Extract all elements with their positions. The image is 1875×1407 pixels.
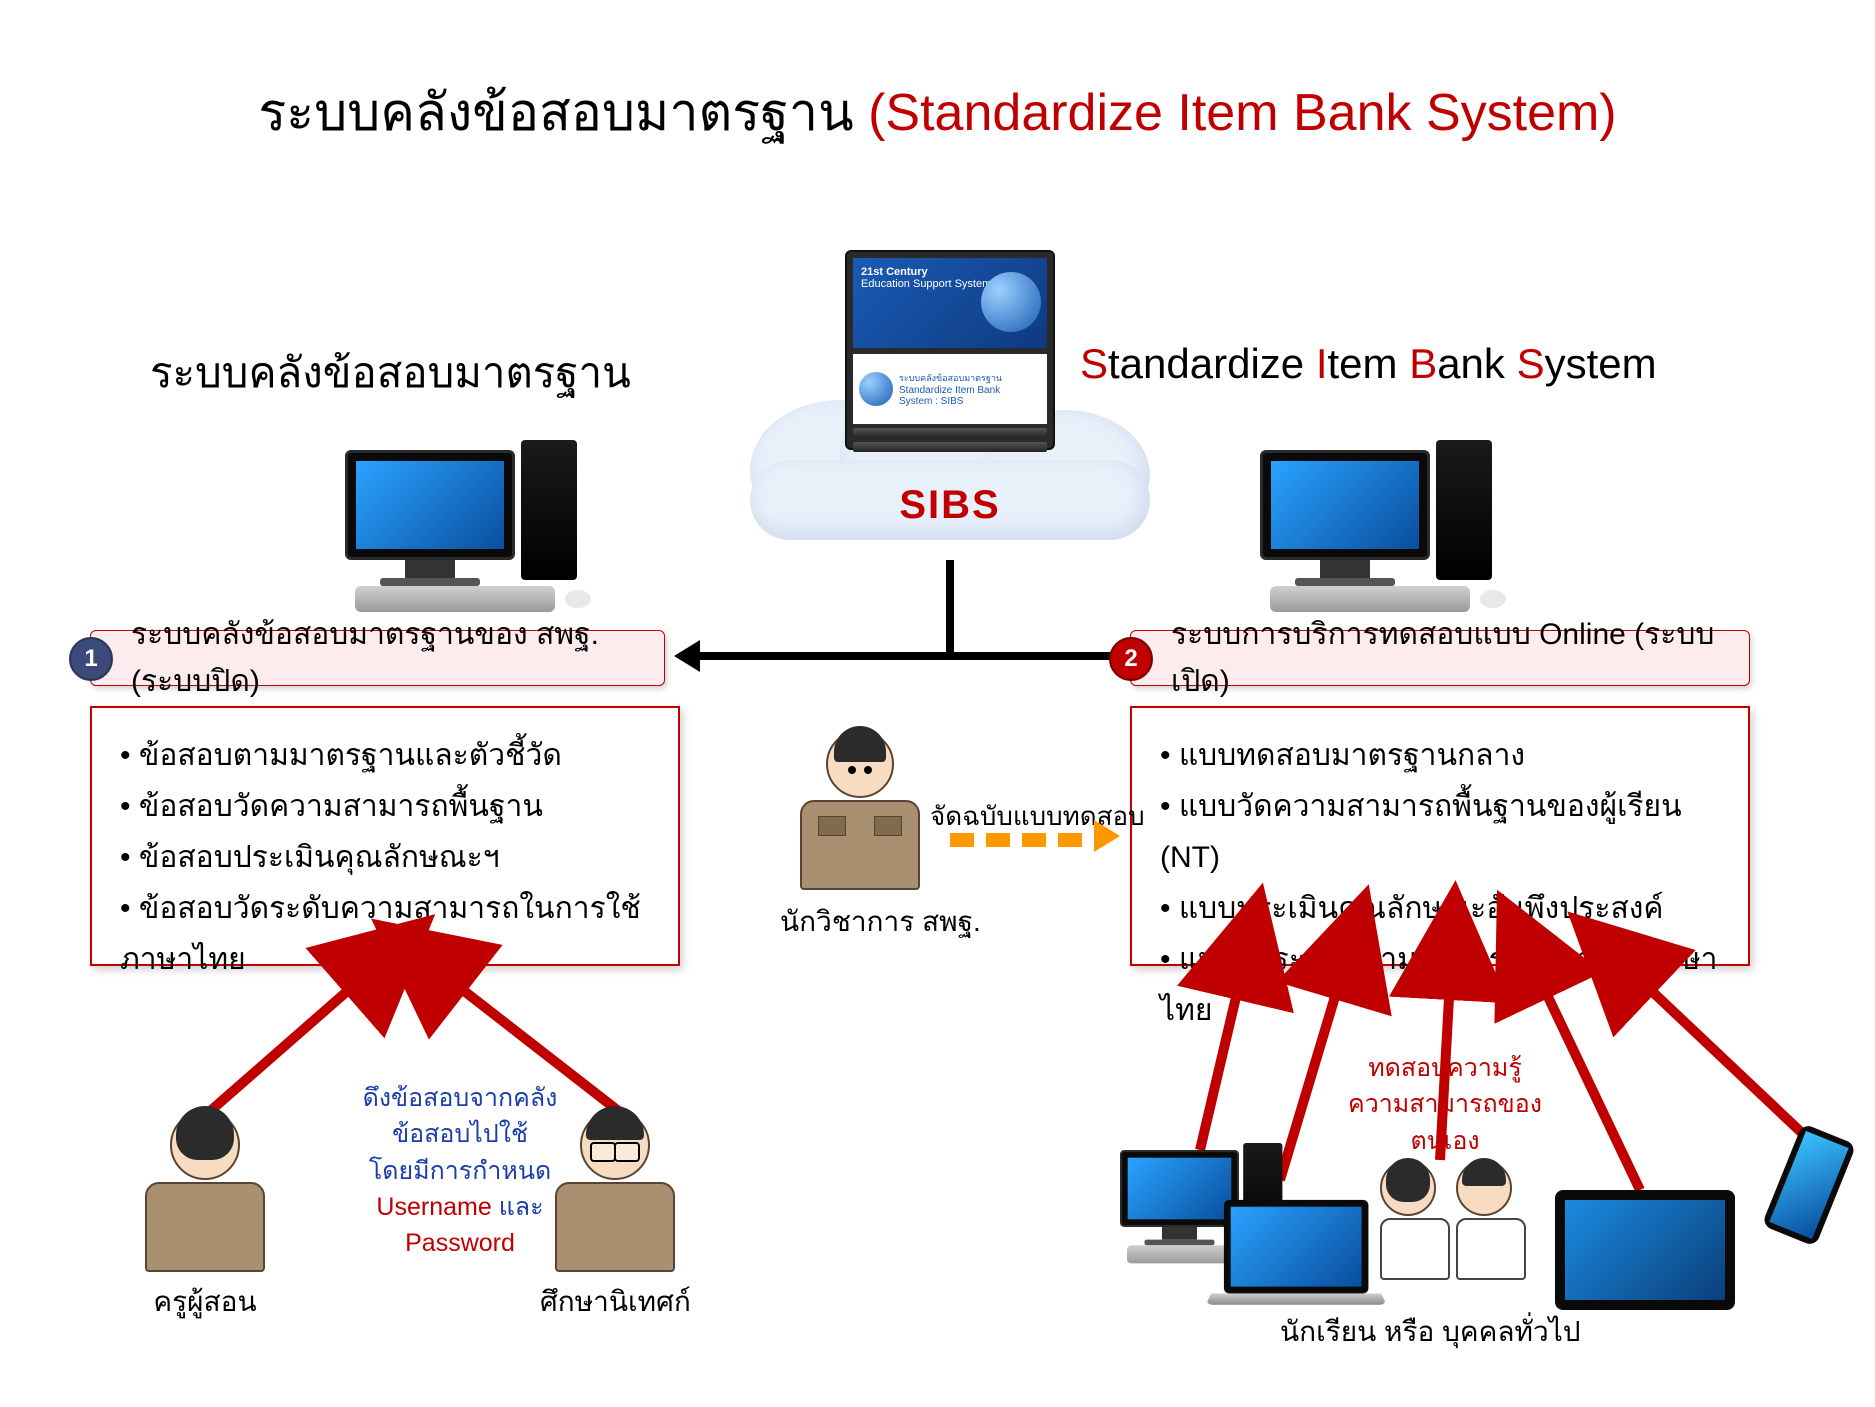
cloud-server-icon: 21st Century Education Support Systems ร…: [750, 250, 1150, 580]
system2-item: แบบทดสอบมาตรฐานกลาง: [1160, 730, 1720, 781]
phone-icon: [1780, 1130, 1838, 1240]
system1-box: ข้อสอบตามมาตรฐานและตัวชี้วัด ข้อสอบวัดคว…: [90, 706, 680, 966]
system2-header-text: ระบบการบริการทดสอบแบบ Online (ระบบเปิด): [1171, 611, 1735, 705]
dashed-arrow-icon: [950, 830, 1130, 850]
system1-item: ข้อสอบวัดความสามารถพื้นฐาน: [120, 781, 650, 832]
title-thai: ระบบคลังข้อสอบมาตรฐาน: [258, 84, 868, 142]
academic-staff-label: นักวิชาการ สพฐ.: [780, 900, 940, 944]
system2-header: 2 ระบบการบริการทดสอบแบบ Online (ระบบเปิด…: [1130, 630, 1750, 686]
left-subtitle: ระบบคลังข้อสอบมาตรฐาน: [150, 340, 631, 406]
system2-item: แบบวัดความสามารถพื้นฐานของผู้เรียน (NT): [1160, 781, 1720, 883]
server-icon: 21st Century Education Support Systems ร…: [845, 250, 1055, 450]
page-title: ระบบคลังข้อสอบมาตรฐาน (Standardize Item …: [0, 70, 1875, 153]
sibs-acronym: SIBS: [750, 483, 1150, 528]
system1-badge: 1: [69, 637, 113, 681]
desktop-pc-small-icon: [1120, 1150, 1239, 1245]
system2-box: แบบทดสอบมาตรฐานกลาง แบบวัดความสามารถพื้น…: [1130, 706, 1750, 966]
system1-item: ข้อสอบตามมาตรฐานและตัวชี้วัด: [120, 730, 650, 781]
server-stem-line: [946, 560, 954, 660]
desktop-pc-left-icon: [345, 450, 515, 586]
right-subtitle: Standardize Item Bank System: [1080, 340, 1657, 388]
title-english: (Standardize Item Bank System): [868, 84, 1617, 142]
supervisor-icon: ศึกษานิเทศก์: [540, 1110, 691, 1324]
server-card-line1: ระบบคลังข้อสอบมาตรฐาน: [899, 371, 1002, 385]
supervisor-label: ศึกษานิเทศก์: [540, 1280, 691, 1324]
server-card-line3: System : SIBS: [899, 396, 1002, 407]
system2-item: แบบประเมินคุณลักษณะอันพึงประสงค์: [1160, 883, 1720, 934]
system1-header-text: ระบบคลังข้อสอบมาตรฐานของ สพฐ. (ระบบปิด): [131, 611, 650, 705]
server-card-line2: Standardize Item Bank: [899, 385, 1002, 396]
teacher-icon: ครูผู้สอน: [145, 1110, 265, 1324]
right-access-note: ทดสอบความรู้ ความสามารถของตนเอง: [1325, 1050, 1565, 1159]
right-users-label: นักเรียน หรือ บุคคลทั่วไป: [1280, 1310, 1581, 1354]
system1-header: 1 ระบบคลังข้อสอบมาตรฐานของ สพฐ. (ระบบปิด…: [90, 630, 665, 686]
tablet-icon: [1555, 1190, 1735, 1310]
laptop-icon: [1224, 1200, 1381, 1312]
desktop-pc-right-icon: [1260, 450, 1430, 586]
system1-item: ข้อสอบประเมินคุณลักษณะฯ: [120, 832, 650, 883]
teacher-label: ครูผู้สอน: [145, 1280, 265, 1324]
academic-staff-icon: นักวิชาการ สพฐ.: [780, 730, 940, 944]
system2-badge: 2: [1109, 637, 1153, 681]
students-icon: [1380, 1160, 1526, 1280]
